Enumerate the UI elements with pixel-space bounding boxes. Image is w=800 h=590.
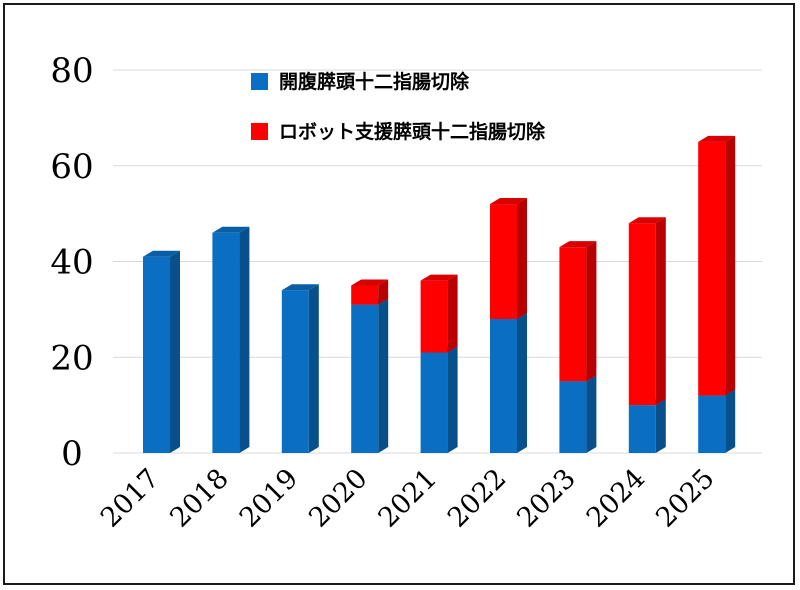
- bar-group-2024: [628, 217, 666, 453]
- legend-swatch-robotic: [251, 123, 268, 140]
- bar-side-2020-series-1: [378, 279, 389, 305]
- bar-side-2024-series-1: [655, 217, 666, 406]
- legend-label-open: 開腹膵頭十二指腸切除: [279, 70, 470, 93]
- bar-top-2025-series-1: [698, 135, 736, 142]
- bar-side-2022-series-1: [517, 198, 527, 319]
- bar-group-2017: [143, 250, 180, 453]
- bar-2025-series-1: [698, 141, 726, 396]
- bar-side-2018-series-0: [239, 226, 250, 453]
- bar-group-2019: [281, 284, 319, 453]
- bar-top-2017-series-0: [143, 250, 180, 257]
- bar-top-2018-series-0: [212, 226, 250, 233]
- bar-group-2021: [420, 274, 458, 453]
- y-tick-label-80: 80: [50, 51, 93, 91]
- bar-2021-series-0: [420, 352, 448, 453]
- bar-2022-series-1: [490, 204, 517, 319]
- bar-2024-series-1: [628, 223, 656, 406]
- x-tick-label-2019: 2019: [234, 463, 305, 534]
- y-tick-label-0: 0: [61, 434, 83, 474]
- bar-side-2023-series-0: [586, 375, 597, 453]
- bar-side-2025-series-0: [725, 389, 736, 453]
- x-tick-label-2021: 2021: [373, 463, 444, 534]
- bar-top-2019-series-0: [281, 284, 319, 291]
- bar-2023-series-0: [559, 381, 587, 453]
- bar-top-2022-series-1: [490, 198, 527, 205]
- y-axis: 0 20 40 60 80: [50, 51, 93, 474]
- bar-2017-series-0: [143, 256, 170, 453]
- legend-label-robotic: ロボット支援膵頭十二指腸切除: [279, 120, 546, 143]
- y-tick-label-40: 40: [50, 243, 93, 283]
- x-tick-label-2024: 2024: [581, 463, 652, 534]
- bar-side-2017-series-0: [170, 250, 180, 453]
- bar-group-2023: [559, 241, 597, 453]
- legend: 開腹膵頭十二指腸切除 ロボット支援膵頭十二指腸切除: [251, 70, 546, 143]
- bar-2020-series-0: [351, 304, 379, 453]
- legend-swatch-open: [251, 73, 268, 90]
- x-tick-label-2020: 2020: [303, 463, 374, 534]
- bar-group-2020: [351, 279, 389, 453]
- bar-top-2024-series-1: [628, 217, 666, 224]
- bar-top-2020-series-1: [351, 279, 389, 286]
- bar-side-2023-series-1: [586, 241, 597, 382]
- bar-side-2019-series-0: [308, 284, 319, 453]
- bar-2023-series-1: [559, 247, 587, 382]
- x-tick-label-2017: 2017: [95, 463, 166, 534]
- bars: [143, 135, 736, 453]
- bar-2019-series-0: [281, 290, 309, 453]
- bar-2025-series-0: [698, 395, 726, 453]
- y-tick-label-20: 20: [50, 338, 93, 378]
- bar-2022-series-0: [490, 318, 517, 453]
- bar-group-2022: [490, 198, 527, 453]
- bar-side-2025-series-1: [725, 135, 736, 396]
- bar-side-2021-series-1: [447, 274, 458, 353]
- bar-side-2024-series-0: [655, 399, 666, 453]
- y-tick-label-60: 60: [50, 147, 93, 187]
- bar-2021-series-1: [420, 280, 448, 353]
- x-tick-label-2022: 2022: [442, 463, 513, 534]
- bar-2024-series-0: [628, 405, 656, 453]
- x-tick-label-2018: 2018: [164, 463, 235, 534]
- bar-top-2023-series-1: [559, 241, 597, 248]
- bar-side-2020-series-0: [378, 298, 389, 453]
- x-tick-label-2025: 2025: [650, 463, 721, 534]
- x-tick-label-2023: 2023: [511, 463, 582, 534]
- bar-2018-series-0: [212, 232, 240, 453]
- bar-group-2018: [212, 226, 250, 453]
- bar-side-2021-series-0: [447, 346, 458, 453]
- bar-2020-series-1: [351, 285, 379, 305]
- bar-side-2022-series-0: [517, 312, 527, 453]
- bar-top-2021-series-1: [420, 274, 458, 281]
- bar-group-2025: [698, 135, 736, 453]
